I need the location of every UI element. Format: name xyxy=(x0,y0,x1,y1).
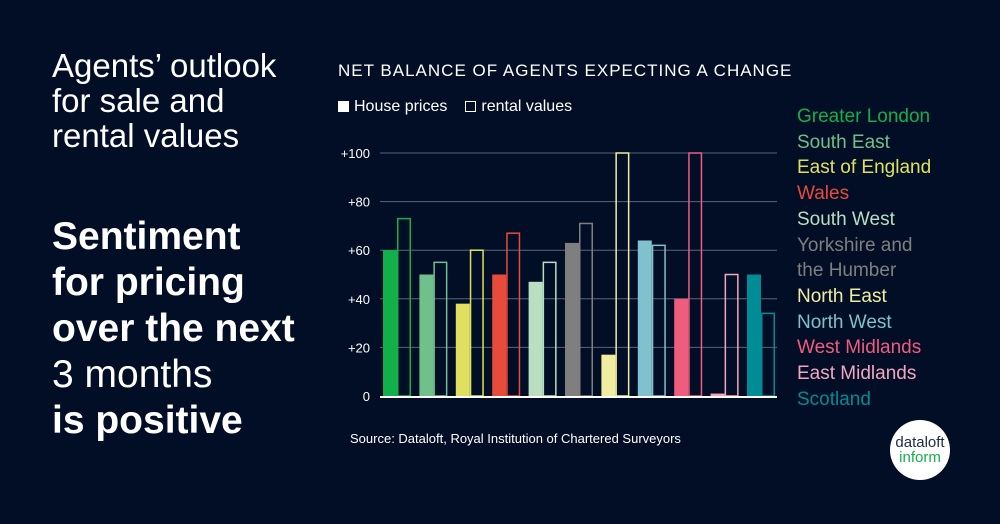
region-legend-item: Yorkshire and the Humber xyxy=(797,234,913,282)
rental-value-bar xyxy=(724,273,739,397)
legend-label: rental values xyxy=(481,98,573,115)
logo-line2: inform xyxy=(899,449,941,466)
outline-swatch-icon xyxy=(465,101,477,112)
legend-label: House prices xyxy=(354,98,448,115)
house-price-bar xyxy=(637,240,652,396)
region-legend: Greater London South East East of England W… xyxy=(797,104,937,412)
headline: Sentiment for pricing over the next 3 mo… xyxy=(52,214,322,444)
region-legend-item: North West xyxy=(797,311,892,333)
house-price-bar xyxy=(383,250,397,396)
region-legend-item: Wales xyxy=(797,183,850,205)
region-legend-item: North East xyxy=(797,285,887,307)
house-price-bar xyxy=(455,303,470,396)
region-legend-item: West Midlands xyxy=(797,337,922,359)
region-legend-item: South West xyxy=(797,208,895,230)
house-price-bar xyxy=(710,393,725,396)
headline-line4: 3 months xyxy=(52,353,213,396)
headline-line5: is positive xyxy=(52,399,243,442)
source: Source: Dataloft, Royal Institution of C… xyxy=(350,431,681,446)
house-price-bar xyxy=(419,274,434,396)
house-price-bar xyxy=(674,298,689,396)
headline-line2: for pricing xyxy=(52,261,245,304)
y-tick-label: 0 xyxy=(363,389,370,404)
y-tick-label: +40 xyxy=(348,292,370,307)
house-price-bar xyxy=(528,281,543,396)
y-tick-label: +20 xyxy=(348,340,370,355)
legend-rental-values: rental values xyxy=(465,98,572,116)
rental-value-bar xyxy=(542,261,557,397)
headline-line1: Sentiment xyxy=(52,215,241,258)
region-legend-item: East of England xyxy=(797,157,932,179)
heading: Agents’ outlook for sale and rental valu… xyxy=(52,47,277,154)
house-price-bar xyxy=(492,274,507,396)
filled-swatch-icon xyxy=(338,101,349,112)
rental-value-bar xyxy=(433,261,448,397)
dataloft-logo: dataloft inform xyxy=(890,420,950,480)
house-price-bar xyxy=(747,274,761,396)
rental-value-bar xyxy=(397,217,411,397)
headline-line3: over the next xyxy=(52,307,295,350)
legend: House prices rental values xyxy=(338,98,572,116)
region-legend-item: Scotland xyxy=(797,388,871,410)
rental-value-bar xyxy=(469,249,484,397)
region-legend-item: Greater London xyxy=(797,106,931,127)
logo-line1: dataloft xyxy=(895,434,945,451)
region-legend-item: South East xyxy=(797,131,890,153)
legend-house-prices: House prices xyxy=(338,98,447,116)
y-tick-label: +60 xyxy=(348,243,370,258)
y-tick-label: +100 xyxy=(341,146,370,161)
rental-value-bar xyxy=(615,152,630,397)
region-legend-item: East Midlands xyxy=(797,363,917,385)
rental-value-bar xyxy=(579,222,593,397)
house-price-bar xyxy=(601,354,616,396)
house-price-bar xyxy=(565,242,579,396)
rental-value-bar xyxy=(651,244,666,397)
rental-value-bar xyxy=(688,152,703,397)
y-tick-label: +80 xyxy=(348,195,370,210)
rental-value-bar xyxy=(761,312,775,397)
rental-value-bar xyxy=(506,232,521,397)
chart-title: NET BALANCE OF AGENTS EXPECTING A CHANGE xyxy=(338,61,793,80)
